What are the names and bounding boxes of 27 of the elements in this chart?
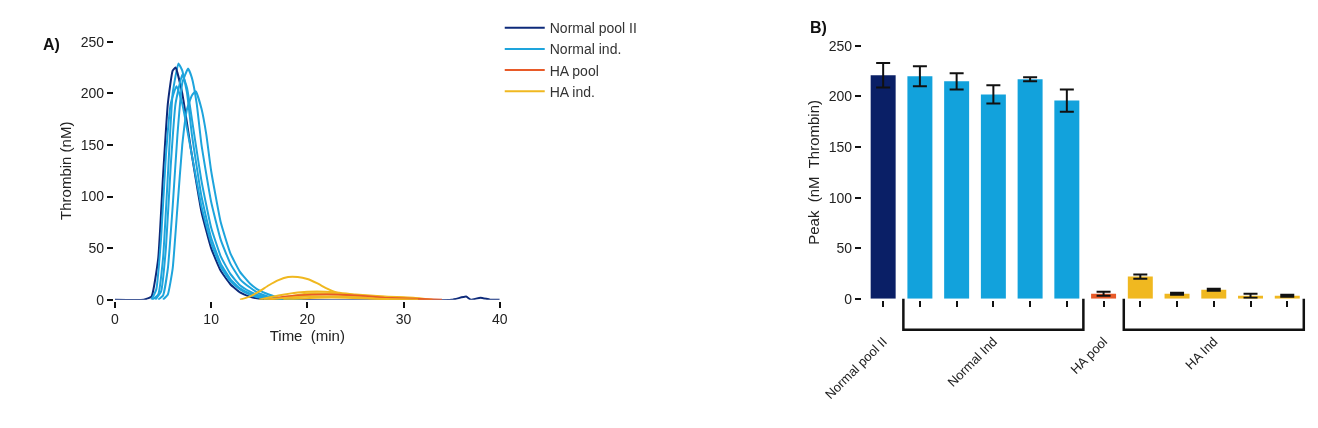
y-axis-title: Thrombin (nM) [56,121,74,220]
y-tick-label: 200 [80,85,105,102]
x-axis-title: Time (min) [269,327,345,345]
y-tick-label: 100 [828,189,853,206]
y-axis-title: Peak (nM Thrombin) [804,100,822,245]
x-tick-label: 30 [395,311,412,328]
y-tick-label: 50 [88,240,105,257]
chart-title: B) [810,19,827,36]
y-tick-label: 0 [96,291,105,308]
legend-label: HA pool [549,62,599,79]
y-tick-label: 200 [828,88,853,105]
y-tick-label: 250 [80,33,105,50]
x-tick-label: HA Ind [1182,334,1221,373]
y-tick-label: 150 [828,138,853,155]
y-tick-label: 150 [80,136,105,153]
legend-label: Normal ind. [549,41,622,58]
x-tick-label: 0 [111,311,120,328]
y-tick-label: 0 [844,290,853,307]
x-tick-label: 40 [491,311,508,328]
legend-label: HA ind. [549,83,595,100]
y-tick-label: 250 [828,37,853,54]
legend-label: Normal pool II [549,20,637,37]
x-tick-label: 20 [299,311,316,328]
x-tick-label: 10 [203,311,220,328]
chart-title: A) [43,36,60,53]
y-tick-label: 100 [80,188,105,205]
y-tick-label: 50 [836,240,853,257]
